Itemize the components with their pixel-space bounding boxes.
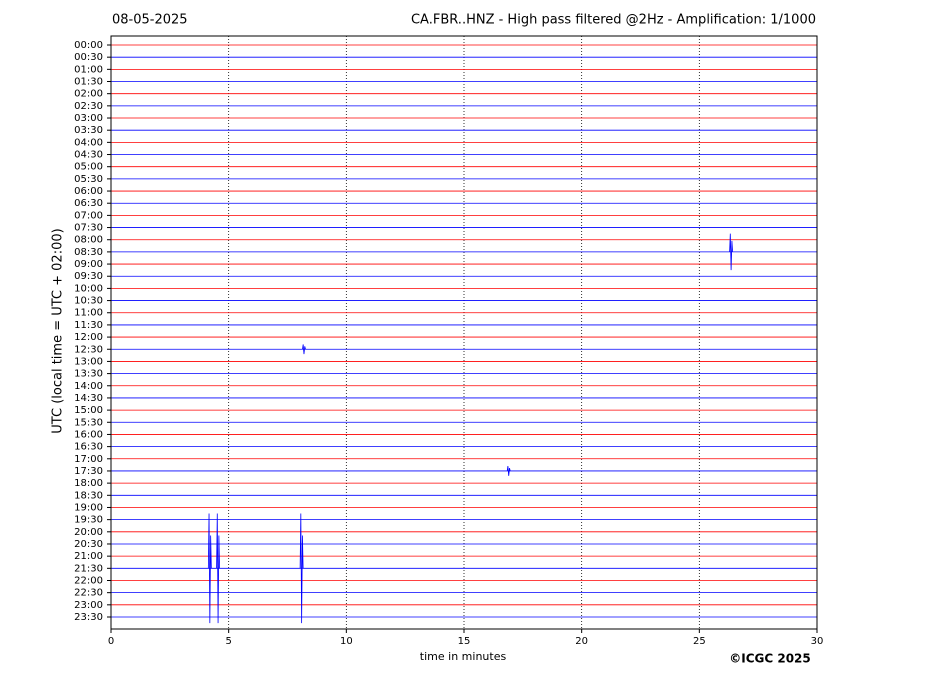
chart-title: CA.FBR..HNZ - High pass filtered @2Hz - …	[411, 13, 816, 28]
y-tick-label: 16:00	[74, 429, 103, 440]
y-tick-label: 12:00	[74, 332, 103, 343]
seismic-event	[729, 233, 734, 271]
y-tick-label: 10:30	[74, 296, 103, 307]
y-tick-label: 09:30	[74, 271, 103, 282]
x-tick-label: 5	[225, 636, 231, 647]
y-tick-label: 21:30	[74, 563, 103, 574]
x-tick-label: 20	[575, 636, 588, 647]
y-tick-label: 19:30	[74, 515, 103, 526]
y-tick-label: 23:30	[74, 612, 103, 623]
x-tick-label: 25	[693, 636, 706, 647]
y-tick-label: 18:00	[74, 478, 103, 489]
y-tick-label: 04:30	[74, 150, 103, 161]
y-tick-label: 05:30	[74, 174, 103, 185]
y-tick-label: 10:00	[74, 283, 103, 294]
y-tick-label: 23:00	[74, 600, 103, 611]
y-tick-label: 08:30	[74, 247, 103, 258]
y-tick-label: 09:00	[74, 259, 103, 270]
y-tick-label: 01:30	[74, 77, 103, 88]
y-tick-label: 22:00	[74, 575, 103, 586]
y-tick-label: 15:00	[74, 405, 103, 416]
y-tick-label: 20:00	[74, 527, 103, 538]
y-tick-label: 13:30	[74, 369, 103, 380]
y-tick-label: 20:30	[74, 539, 103, 550]
y-tick-label: 02:00	[74, 89, 103, 100]
y-tick-label: 04:00	[74, 137, 103, 148]
y-tick-label: 12:30	[74, 344, 103, 355]
x-tick-label: 30	[811, 636, 824, 647]
y-axis-label: UTC (local time = UTC + 02:00)	[51, 228, 66, 433]
seismic-event	[299, 513, 304, 624]
y-tick-label: 02:30	[74, 101, 103, 112]
plot-frame	[110, 35, 818, 630]
y-tick-label: 06:00	[74, 186, 103, 197]
copyright: ©ICGC 2025	[729, 652, 811, 666]
y-tick-label: 17:00	[74, 454, 103, 465]
x-tick-label: 15	[458, 636, 471, 647]
y-tick-label: 07:00	[74, 210, 103, 221]
y-tick-label: 15:30	[74, 417, 103, 428]
date: 08-05-2025	[112, 13, 188, 28]
y-tick-label: 16:30	[74, 442, 103, 453]
y-tick-label: 19:00	[74, 502, 103, 513]
y-tick-label: 18:30	[74, 490, 103, 501]
y-tick-label: 11:30	[74, 320, 103, 331]
y-tick-label: 01:00	[74, 64, 103, 75]
seismic-event	[302, 344, 306, 355]
y-tick-label: 14:00	[74, 381, 103, 392]
y-tick-label: 14:30	[74, 393, 103, 404]
y-tick-label: 07:30	[74, 223, 103, 234]
y-tick-label: 00:00	[74, 40, 103, 51]
y-tick-label: 22:30	[74, 588, 103, 599]
seismic-event	[506, 466, 511, 476]
x-axis-label: time in minutes	[420, 650, 507, 663]
y-tick-label: 17:30	[74, 466, 103, 477]
y-tick-label: 06:30	[74, 198, 103, 209]
y-tick-label: 03:30	[74, 125, 103, 136]
y-tick-label: 21:00	[74, 551, 103, 562]
y-tick-label: 11:00	[74, 308, 103, 319]
seismic-event	[207, 513, 212, 624]
y-tick-label: 05:00	[74, 162, 103, 173]
seismic-event	[216, 513, 220, 624]
y-tick-label: 13:00	[74, 356, 103, 367]
y-tick-label: 00:30	[74, 52, 103, 63]
y-tick-label: 08:00	[74, 235, 103, 246]
y-tick-label: 03:00	[74, 113, 103, 124]
x-tick-label: 10	[340, 636, 353, 647]
x-tick-label: 0	[108, 636, 114, 647]
